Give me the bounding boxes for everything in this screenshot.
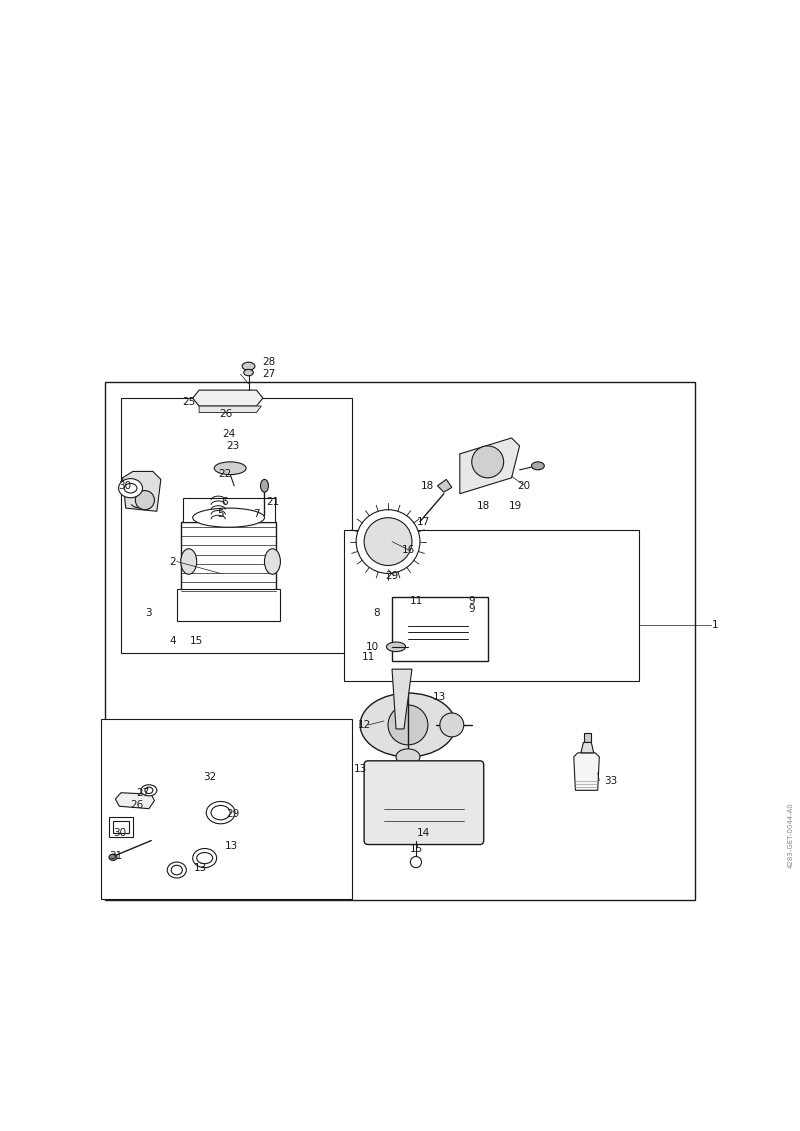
Text: 28: 28 (262, 357, 275, 368)
Bar (392, 597, 488, 662)
Text: 13: 13 (224, 841, 238, 852)
Text: 13: 13 (434, 692, 446, 702)
Ellipse shape (364, 518, 412, 566)
Text: 33: 33 (605, 776, 618, 786)
Polygon shape (193, 390, 263, 406)
Ellipse shape (214, 461, 246, 475)
Bar (105, 382, 695, 900)
Text: 7: 7 (253, 509, 260, 519)
Bar (584, 733, 590, 742)
Ellipse shape (193, 508, 265, 527)
FancyBboxPatch shape (364, 761, 484, 845)
Text: 10: 10 (366, 641, 378, 651)
Text: 4283-GET-0044-A0: 4283-GET-0044-A0 (788, 803, 794, 869)
Text: 3: 3 (146, 608, 152, 619)
Polygon shape (115, 793, 154, 809)
Text: 18: 18 (477, 501, 490, 511)
Ellipse shape (211, 805, 230, 820)
Ellipse shape (167, 862, 186, 878)
Text: 11: 11 (410, 596, 422, 606)
Text: 9: 9 (469, 596, 475, 606)
Text: 15: 15 (410, 844, 422, 854)
Polygon shape (199, 406, 262, 413)
Text: 4: 4 (170, 637, 176, 646)
Ellipse shape (193, 848, 217, 867)
Bar (344, 529, 639, 681)
Ellipse shape (124, 483, 137, 493)
Ellipse shape (242, 362, 255, 370)
Text: 24: 24 (222, 429, 235, 439)
Text: 30: 30 (113, 828, 126, 838)
Polygon shape (392, 670, 412, 729)
Text: 27: 27 (137, 787, 150, 797)
Ellipse shape (360, 693, 456, 757)
Bar (183, 498, 275, 521)
Text: 32: 32 (204, 771, 217, 782)
Polygon shape (574, 753, 599, 791)
Text: 12: 12 (358, 720, 370, 729)
Text: 2: 2 (170, 556, 176, 567)
Ellipse shape (181, 549, 197, 575)
Bar (177, 589, 281, 621)
Ellipse shape (386, 642, 406, 651)
Bar (113, 821, 129, 832)
Text: 1: 1 (711, 620, 718, 630)
Polygon shape (581, 742, 594, 753)
Text: 29: 29 (386, 571, 398, 581)
Text: 30: 30 (118, 481, 131, 491)
Text: 29: 29 (226, 810, 239, 819)
Text: 17: 17 (418, 517, 430, 527)
Bar (121, 398, 352, 654)
Text: 18: 18 (422, 481, 434, 491)
Ellipse shape (531, 461, 544, 469)
Text: 27: 27 (262, 369, 275, 379)
Ellipse shape (410, 856, 422, 867)
Text: 23: 23 (226, 441, 239, 451)
Text: 13: 13 (194, 863, 207, 873)
Ellipse shape (396, 749, 420, 765)
Ellipse shape (135, 491, 154, 510)
Text: 8: 8 (373, 608, 379, 619)
Ellipse shape (388, 705, 428, 745)
Bar (408, 613, 468, 657)
Text: 11: 11 (362, 653, 374, 662)
Ellipse shape (197, 853, 213, 864)
Ellipse shape (356, 510, 420, 573)
Text: 20: 20 (517, 481, 530, 491)
Ellipse shape (141, 785, 157, 796)
Ellipse shape (265, 549, 281, 575)
Ellipse shape (244, 370, 254, 375)
Text: 21: 21 (266, 497, 279, 507)
Text: 19: 19 (509, 501, 522, 511)
Text: 22: 22 (218, 469, 231, 478)
Polygon shape (438, 480, 452, 492)
Polygon shape (460, 438, 519, 494)
Ellipse shape (171, 865, 182, 874)
Ellipse shape (440, 713, 464, 737)
Ellipse shape (109, 854, 117, 861)
Ellipse shape (145, 787, 153, 794)
Text: 25: 25 (182, 397, 195, 407)
Text: 9: 9 (469, 604, 475, 614)
Text: 15: 15 (190, 637, 203, 646)
Text: 6: 6 (222, 497, 228, 507)
Ellipse shape (118, 478, 142, 498)
Text: 14: 14 (418, 828, 430, 838)
Ellipse shape (261, 480, 269, 492)
Ellipse shape (206, 802, 235, 823)
Text: 31: 31 (109, 852, 122, 862)
Text: 5: 5 (218, 509, 224, 519)
Ellipse shape (472, 446, 504, 477)
Polygon shape (122, 472, 161, 511)
Bar (109, 817, 133, 837)
Text: 16: 16 (402, 544, 414, 554)
Text: 13: 13 (354, 763, 366, 774)
Text: 26: 26 (130, 800, 143, 810)
Text: 26: 26 (219, 409, 233, 418)
Bar (181, 521, 277, 594)
Bar (101, 719, 352, 899)
